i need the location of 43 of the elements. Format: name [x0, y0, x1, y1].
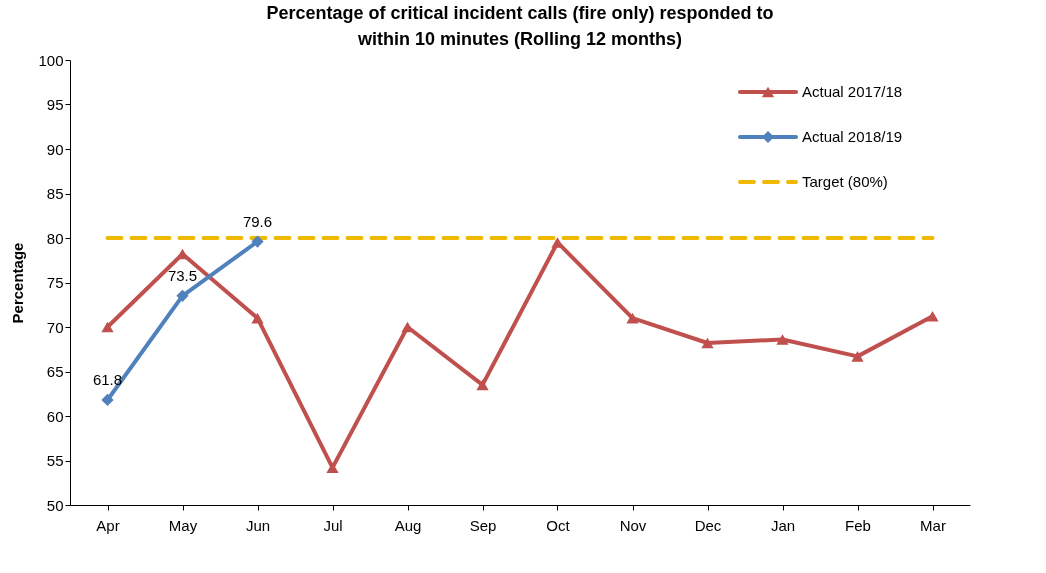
- point: [101, 393, 114, 407]
- x-tick-label: Nov: [619, 516, 647, 534]
- x-tick-label: Dec: [694, 516, 722, 534]
- data-label: 79.6: [242, 212, 273, 230]
- x-tick-label: Apr: [96, 516, 120, 534]
- legend-label: Target (80%): [802, 173, 888, 190]
- x-tick-label: Jun: [245, 516, 271, 534]
- x-tick-label: Mar: [920, 516, 946, 534]
- legend-label: Actual 2018/19: [802, 128, 903, 145]
- x-tick-label: Oct: [546, 516, 571, 534]
- point: [176, 289, 189, 302]
- chart-title: Percentage of critical incident calls (fire only) responded to within 10 minutes (Rolling 12 months): [266, 3, 774, 49]
- y-tick-label: 60: [46, 407, 64, 425]
- y-tick-label: 85: [46, 185, 64, 202]
- y-tick-label: 80: [46, 229, 64, 247]
- x-tick-label: Jul: [323, 516, 343, 534]
- point: [326, 462, 339, 473]
- point: [251, 312, 264, 324]
- point: [776, 334, 789, 345]
- y-tick-label: 95: [46, 96, 64, 113]
- point: [251, 235, 264, 248]
- y-tick-label: 70: [46, 318, 64, 336]
- point: [701, 337, 714, 349]
- y-tick-label: 100: [38, 51, 64, 69]
- y-tick-label: 55: [46, 452, 64, 469]
- x-tick-label: Jan: [770, 516, 796, 534]
- y-tick-label: 75: [46, 274, 64, 291]
- x-tick-label: Sep: [469, 516, 497, 534]
- point: [626, 312, 639, 324]
- data-label: 73.5: [167, 266, 198, 284]
- point: [101, 321, 114, 333]
- data-label: 61.8: [92, 370, 123, 388]
- legend-label: Actual 2017/18: [802, 83, 903, 100]
- y-tick-label: 65: [46, 363, 64, 380]
- x-tick-label: May: [168, 516, 198, 534]
- y-tick-label: 90: [46, 140, 64, 158]
- y-tick-label: 50: [46, 496, 64, 514]
- x-tick-label: Feb: [845, 516, 871, 534]
- point: [476, 379, 489, 391]
- x-tick-label: Aug: [394, 516, 422, 534]
- y-axis-title: Percentage: [9, 242, 27, 324]
- point: [851, 351, 864, 362]
- point: [926, 311, 939, 322]
